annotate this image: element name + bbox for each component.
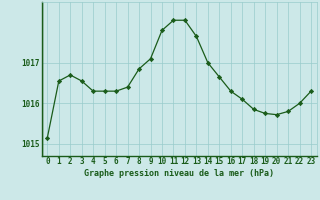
X-axis label: Graphe pression niveau de la mer (hPa): Graphe pression niveau de la mer (hPa) bbox=[84, 169, 274, 178]
